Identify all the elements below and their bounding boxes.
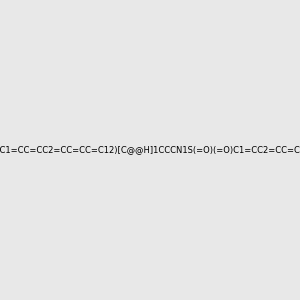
Text: O=C(NCCOC1=CC=CC2=CC=CC=C12)[C@@H]1CCCN1S(=O)(=O)C1=CC2=CC=CC=C2C=C1: O=C(NCCOC1=CC=CC2=CC=CC=C12)[C@@H]1CCCN1… [0,146,300,154]
